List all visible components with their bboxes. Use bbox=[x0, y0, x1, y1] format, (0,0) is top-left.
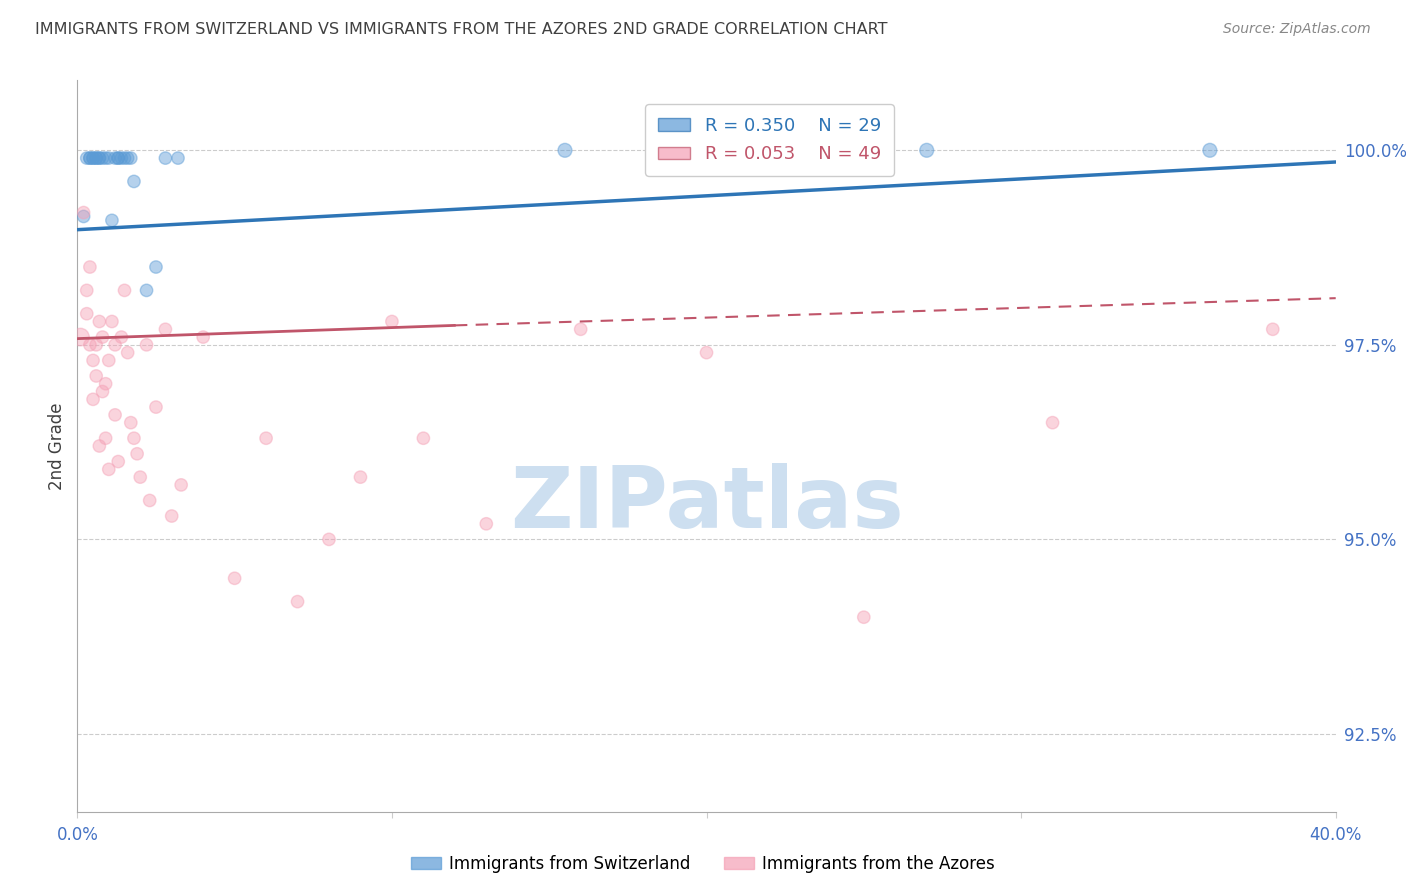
Point bbox=[138, 493, 160, 508]
Point bbox=[135, 338, 157, 352]
Point bbox=[89, 314, 111, 328]
Point bbox=[82, 392, 104, 407]
Point bbox=[120, 151, 142, 165]
Point bbox=[94, 151, 117, 165]
Point bbox=[915, 144, 938, 158]
Point bbox=[127, 447, 149, 461]
Point bbox=[76, 284, 98, 298]
Point bbox=[155, 151, 177, 165]
Point bbox=[122, 174, 145, 188]
Point bbox=[120, 416, 142, 430]
Point bbox=[1198, 144, 1220, 158]
Point bbox=[107, 454, 129, 468]
Point bbox=[114, 151, 136, 165]
Text: 0.0%: 0.0% bbox=[56, 826, 98, 844]
Point bbox=[79, 260, 101, 274]
Point bbox=[145, 260, 167, 274]
Point bbox=[569, 322, 592, 336]
Point bbox=[94, 376, 117, 391]
Point bbox=[1042, 416, 1064, 430]
Point bbox=[84, 338, 107, 352]
Point bbox=[97, 353, 120, 368]
Point bbox=[89, 439, 111, 453]
Point bbox=[82, 353, 104, 368]
Point bbox=[72, 210, 94, 224]
Point bbox=[82, 151, 104, 165]
Point bbox=[170, 478, 193, 492]
Point bbox=[287, 594, 309, 608]
Point bbox=[554, 144, 576, 158]
Point bbox=[79, 151, 101, 165]
Legend: Immigrants from Switzerland, Immigrants from the Azores: Immigrants from Switzerland, Immigrants … bbox=[405, 848, 1001, 880]
Point bbox=[696, 345, 718, 359]
Text: Source: ZipAtlas.com: Source: ZipAtlas.com bbox=[1223, 22, 1371, 37]
Point bbox=[117, 345, 139, 359]
Point bbox=[107, 151, 129, 165]
Point bbox=[84, 151, 107, 165]
Point bbox=[852, 610, 875, 624]
Point bbox=[110, 330, 132, 344]
Point bbox=[101, 314, 124, 328]
Point bbox=[104, 408, 127, 422]
Point bbox=[191, 330, 215, 344]
Point bbox=[129, 470, 152, 484]
Point bbox=[91, 384, 114, 399]
Point bbox=[72, 205, 94, 219]
Point bbox=[122, 431, 145, 445]
Point bbox=[107, 151, 129, 165]
Point bbox=[79, 338, 101, 352]
Point bbox=[94, 431, 117, 445]
Point bbox=[82, 151, 104, 165]
Point bbox=[381, 314, 404, 328]
Point bbox=[91, 151, 114, 165]
Point bbox=[318, 533, 340, 547]
Text: 40.0%: 40.0% bbox=[1309, 826, 1362, 844]
Point bbox=[104, 338, 127, 352]
Point bbox=[91, 330, 114, 344]
Point bbox=[97, 151, 120, 165]
Point bbox=[475, 516, 498, 531]
Point bbox=[224, 571, 246, 585]
Point bbox=[76, 307, 98, 321]
Point bbox=[101, 213, 124, 227]
Point bbox=[135, 284, 157, 298]
Point bbox=[110, 151, 132, 165]
Y-axis label: 2nd Grade: 2nd Grade bbox=[48, 402, 66, 490]
Point bbox=[145, 400, 167, 414]
Legend: R = 0.350    N = 29, R = 0.053    N = 49: R = 0.350 N = 29, R = 0.053 N = 49 bbox=[645, 104, 894, 176]
Point bbox=[69, 330, 91, 344]
Point bbox=[412, 431, 434, 445]
Point bbox=[84, 151, 107, 165]
Point bbox=[89, 151, 111, 165]
Text: IMMIGRANTS FROM SWITZERLAND VS IMMIGRANTS FROM THE AZORES 2ND GRADE CORRELATION : IMMIGRANTS FROM SWITZERLAND VS IMMIGRANT… bbox=[35, 22, 887, 37]
Point bbox=[79, 151, 101, 165]
Point bbox=[76, 151, 98, 165]
Point bbox=[160, 509, 183, 524]
Text: ZIPatlas: ZIPatlas bbox=[509, 463, 904, 546]
Point bbox=[254, 431, 277, 445]
Point bbox=[89, 151, 111, 165]
Point bbox=[349, 470, 371, 484]
Point bbox=[167, 151, 190, 165]
Point bbox=[1261, 322, 1284, 336]
Point bbox=[155, 322, 177, 336]
Point bbox=[97, 462, 120, 476]
Point bbox=[114, 284, 136, 298]
Point bbox=[104, 151, 127, 165]
Point bbox=[84, 368, 107, 383]
Point bbox=[117, 151, 139, 165]
